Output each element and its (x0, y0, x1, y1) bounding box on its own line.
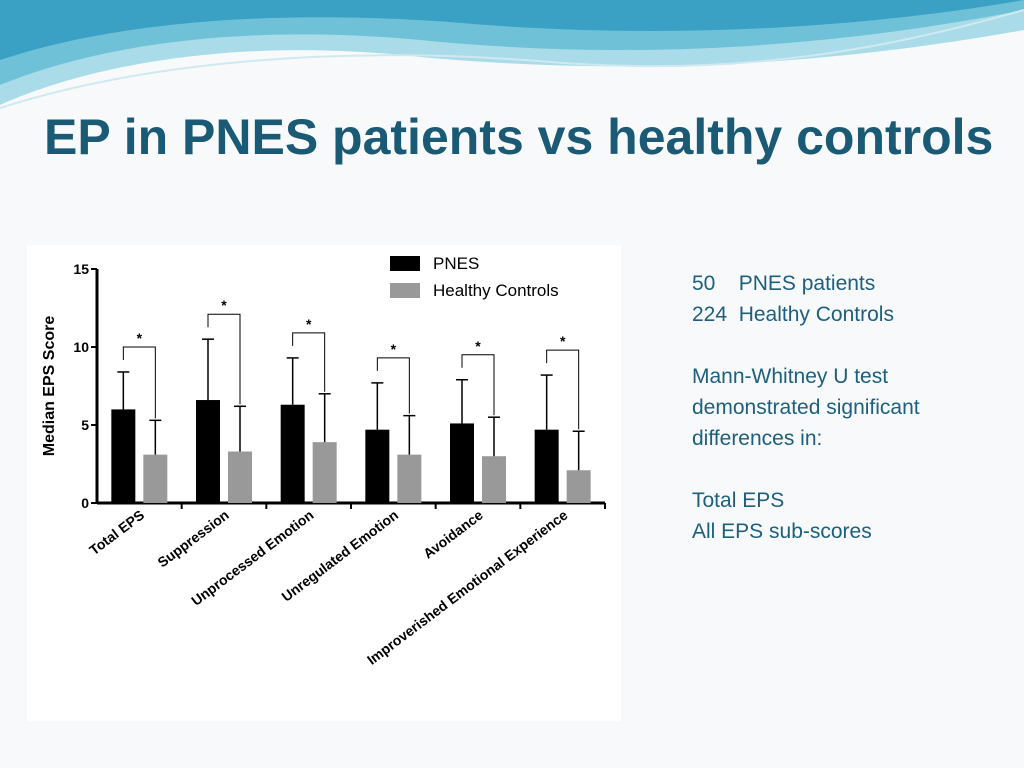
text-line: differences in: (692, 427, 823, 450)
text-line: 224 Healthy Controls (692, 303, 894, 326)
significance-bracket (461, 354, 495, 416)
x-tick-label: Suppression (154, 507, 231, 571)
significance-bracket (122, 346, 156, 419)
bar (534, 429, 559, 503)
significance-bracket (207, 313, 241, 405)
wave (0, 0, 1024, 60)
x-tick-label: Avoidance (420, 506, 486, 561)
bar (312, 442, 337, 503)
bar (228, 451, 252, 503)
bar (196, 400, 220, 503)
side-text: 50 PNES patients 224 Healthy Controls Mann… (692, 268, 920, 578)
significance-label: * (221, 297, 227, 313)
paragraph: Total EPS All EPS sub-scores (692, 485, 920, 547)
chart: 0 5 10 15 Median EPS Score PNES Healthy Contro… (27, 245, 621, 721)
bar (566, 470, 591, 503)
y-tick-label: 0 (81, 495, 89, 511)
bar (397, 454, 422, 503)
bar (280, 404, 305, 503)
bar (143, 454, 168, 503)
wave-line (0, 9, 1024, 109)
x-tick-label: Total EPS (86, 507, 147, 558)
bar (450, 423, 474, 503)
paragraph: 50 PNES patients 224 Healthy Controls (692, 268, 920, 330)
significance-label: * (475, 338, 481, 354)
paragraph: Mann-Whitney U test demonstrated signific… (692, 361, 920, 454)
significance-label: * (560, 333, 566, 349)
y-tick-label: 5 (81, 417, 89, 433)
text-line: All EPS sub-scores (692, 520, 872, 543)
significance-label: * (137, 330, 143, 346)
text-line: 50 PNES patients (692, 272, 876, 295)
legend-swatch (390, 256, 420, 271)
slide-title: EP in PNES patients vs healthy controls (44, 109, 994, 165)
significance-label: * (306, 316, 312, 332)
significance-bracket (546, 349, 580, 430)
significance-label: * (391, 341, 397, 357)
text-line: Total EPS (692, 489, 785, 512)
bar (482, 456, 506, 503)
y-tick-label: 15 (73, 261, 89, 277)
bar (111, 409, 136, 503)
significance-bracket (376, 357, 410, 414)
legend-label: PNES (433, 254, 479, 273)
legend-swatch (390, 283, 420, 298)
legend-label: Healthy Controls (433, 281, 559, 300)
text-line: Mann-Whitney U test (692, 365, 889, 388)
y-axis-label: Median EPS Score (41, 316, 58, 457)
y-tick-label: 10 (73, 339, 89, 355)
text-line: demonstrated significant (692, 396, 920, 419)
bar (365, 429, 390, 503)
significance-bracket (292, 332, 326, 392)
header-waves (0, 0, 1024, 109)
